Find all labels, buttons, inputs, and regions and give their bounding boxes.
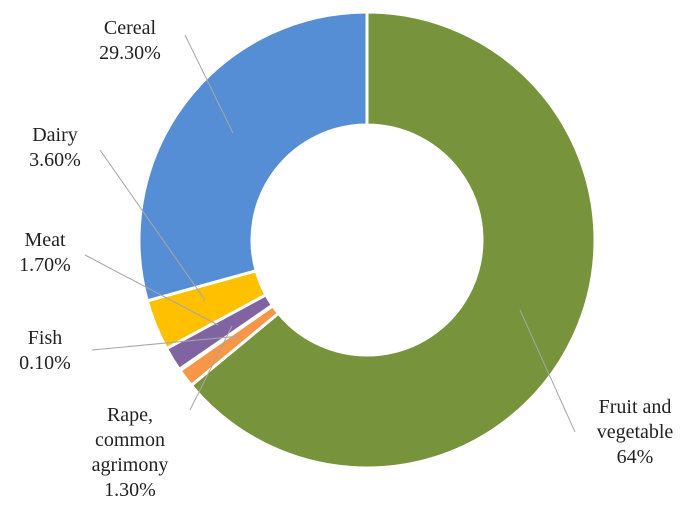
- category-label: Fruit and vegetable: [596, 396, 674, 443]
- category-label: Dairy: [32, 124, 78, 146]
- value-label: 3.60%: [29, 149, 81, 171]
- data-label: Fish 0.10%: [0, 326, 115, 376]
- category-label: Cereal: [103, 17, 157, 39]
- value-label: 1.70%: [19, 254, 71, 276]
- value-label: 29.30%: [99, 42, 161, 64]
- leader-line: [84, 254, 219, 326]
- value-label: 0.10%: [19, 352, 71, 374]
- data-label: Dairy 3.60%: [0, 123, 125, 173]
- leader-line: [189, 325, 233, 411]
- data-label: Cereal 29.30%: [60, 16, 200, 66]
- category-label: Meat: [24, 229, 66, 251]
- data-label: Fruit and vegetable 64%: [580, 395, 688, 470]
- donut-slice: [189, 10, 597, 470]
- value-label: 1.30%: [104, 479, 156, 501]
- leader-line: [91, 335, 241, 351]
- leader-line: [519, 309, 576, 433]
- value-label: 64%: [616, 446, 654, 468]
- data-label: Rape, common agrimony 1.30%: [80, 403, 180, 503]
- data-label: Meat 1.70%: [0, 228, 115, 278]
- category-label: Rape, common agrimony: [91, 404, 169, 476]
- leader-line: [99, 149, 206, 301]
- donut-slice: [137, 10, 369, 303]
- leader-line: [184, 34, 234, 134]
- category-label: Fish: [27, 327, 63, 349]
